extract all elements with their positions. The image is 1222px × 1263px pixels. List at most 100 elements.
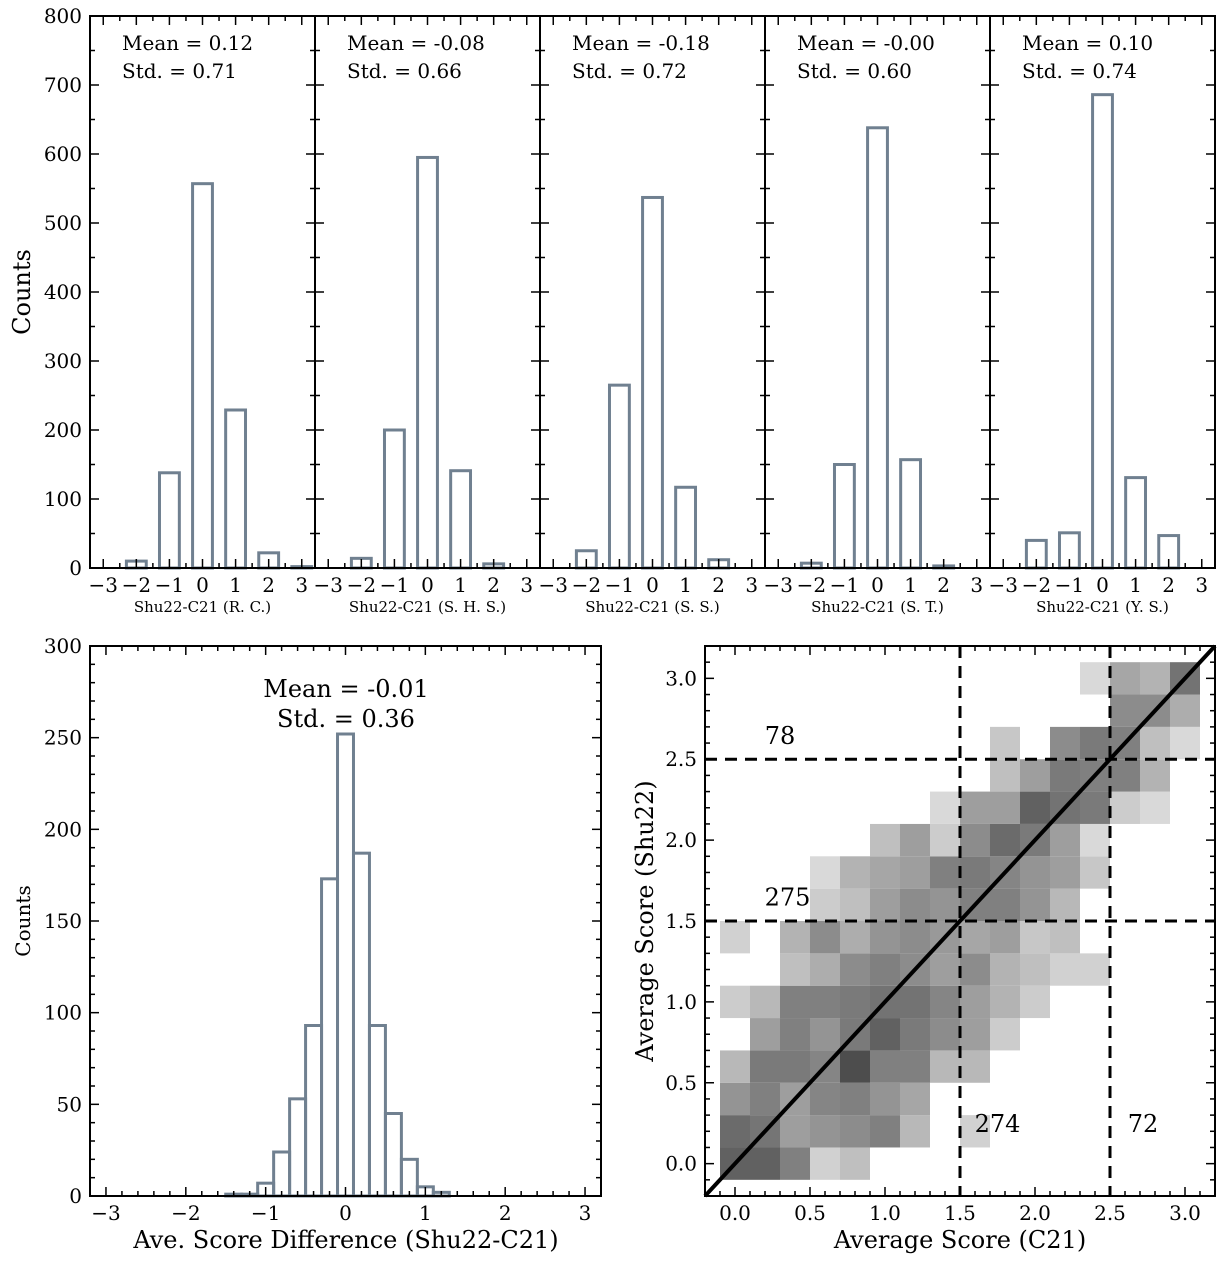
x-tick-label: −2 [797, 573, 826, 597]
heatmap-cell [930, 953, 960, 986]
x-tick-label: 1 [454, 573, 467, 597]
heatmap-cell [900, 1082, 930, 1116]
x-tick-label: 0.0 [719, 1201, 751, 1225]
heatmap-cell [840, 856, 870, 889]
x-tick-label: −2 [347, 573, 376, 597]
x-tick-label: 0 [196, 573, 209, 597]
mean-text: Mean = 0.10 [1022, 31, 1153, 55]
heatmap-cell [1050, 823, 1080, 857]
x-tick-label: 1 [419, 1201, 432, 1225]
heatmap-cell [810, 856, 840, 889]
heatmap-cell [1110, 662, 1140, 695]
heatmap-cell [930, 1050, 960, 1083]
x-tick-label: −1 [251, 1201, 280, 1225]
y-tick-label: 200 [44, 817, 82, 841]
y-tick-label: 1.5 [665, 909, 697, 933]
x-tick-label: 2.0 [1019, 1201, 1051, 1225]
heatmap-cell [1050, 888, 1080, 921]
heatmap-cell [960, 791, 990, 824]
heatmap-cell [900, 856, 930, 889]
x-axis-label: Shu22-C21 (S. S.) [585, 598, 720, 616]
x-tick-label: 3.0 [1169, 1201, 1201, 1225]
heatmap-cell [990, 1018, 1020, 1051]
x-tick-label: 0 [1096, 573, 1109, 597]
heatmap-cell [810, 953, 840, 986]
heatmap-cell [1020, 985, 1050, 1019]
x-tick-label: −3 [988, 573, 1017, 597]
y-tick-label: 0.5 [665, 1071, 697, 1095]
heatmap-cell [900, 1018, 930, 1051]
x-tick-label: 0 [646, 573, 659, 597]
x-tick-label: 3 [295, 573, 308, 597]
heatmap-cell [780, 1115, 810, 1148]
heatmap-cell [1140, 662, 1170, 695]
x-tick-label: −3 [88, 573, 117, 597]
hist-st-panel: −3 −2 −1 0 1 2 3 Mean = -0.00 Std. = 0.60 Shu22-C… [763, 15, 991, 616]
heatmap-cell [1170, 694, 1200, 727]
bar [320, 877, 340, 1198]
heatmap-cell [900, 823, 930, 857]
x-tick-label: 1 [229, 573, 242, 597]
heatmap-cell [1020, 791, 1050, 824]
heatmap-cell [780, 1050, 810, 1083]
bar [336, 732, 355, 1198]
y-tick-label: 400 [44, 280, 82, 304]
x-axis-label: Average Score (C21) [833, 1226, 1086, 1254]
heatmap-cell [960, 823, 990, 857]
x-tick-label: 3 [745, 573, 758, 597]
heatmap-cell [750, 1018, 780, 1051]
x-tick-label: 3 [1195, 573, 1208, 597]
heatmap-cell [900, 1115, 930, 1148]
x-tick-label: −3 [763, 573, 792, 597]
heatmap-cell [810, 888, 840, 921]
heatmap-cell [810, 1018, 840, 1051]
heatmap-cell [960, 985, 990, 1019]
y-tick-label: 100 [44, 487, 82, 511]
heatmap-cell [1140, 791, 1170, 824]
heatmap-cell [990, 921, 1020, 954]
heatmap-cell [720, 1082, 750, 1116]
bar [351, 851, 371, 1198]
x-axis-label: Shu22-C21 (S. H. S.) [349, 598, 506, 616]
std-text: Std. = 0.60 [797, 59, 912, 83]
heatmap-cell [1080, 953, 1110, 986]
heatmap-cell [720, 921, 750, 954]
x-tick-label: −2 [171, 1201, 200, 1225]
heatmap-cell [930, 888, 960, 921]
heatmap-cell [870, 1115, 900, 1148]
std-text: Std. = 0.66 [347, 59, 462, 83]
heatmap-cell [720, 1115, 750, 1148]
heatmap-cell [750, 1147, 780, 1180]
heatmap-cell [810, 1115, 840, 1148]
heatmap-cell [1080, 726, 1110, 760]
x-tick-label: −3 [91, 1201, 120, 1225]
x-tick-label: 1.0 [869, 1201, 901, 1225]
heatmap-cell [930, 856, 960, 889]
heatmap-cell [1080, 856, 1110, 889]
bar [607, 383, 631, 570]
mean-text: Mean = -0.00 [797, 31, 935, 55]
heatmap-panel: 0.0 0.5 1.0 1.5 2.0 2.5 3.0 0.0 0.5 1.0 1.5 2.0 2.5 3… [631, 644, 1217, 1254]
y-tick-label: 300 [44, 349, 82, 373]
hist-shs-panel: −3 −2 −1 0 1 2 3 Mean = -0.08 Std. = 0.66 Shu22-C… [313, 15, 541, 616]
heatmap-cell [840, 1147, 870, 1180]
y-tick-label: 2.5 [665, 747, 697, 771]
bar [832, 463, 856, 570]
x-tick-label: 1 [904, 573, 917, 597]
x-tick-label: 0 [871, 573, 884, 597]
plot-frame [89, 15, 316, 569]
y-tick-label: 150 [44, 909, 82, 933]
mean-text: Mean = 0.12 [122, 31, 253, 55]
heatmap-cell [990, 823, 1020, 857]
std-text: Std. = 0.74 [1022, 59, 1137, 83]
heatmap-cell [990, 953, 1020, 986]
bar [449, 469, 473, 570]
heatmap-cell [1020, 921, 1050, 954]
plot-frame [314, 15, 541, 569]
heatmap-cell [780, 1018, 810, 1051]
heatmap-cell [1050, 921, 1080, 954]
heatmap-cell [870, 953, 900, 986]
plot-frame [539, 15, 766, 569]
heatmap-cell [1170, 726, 1200, 760]
x-tick-label: −2 [572, 573, 601, 597]
